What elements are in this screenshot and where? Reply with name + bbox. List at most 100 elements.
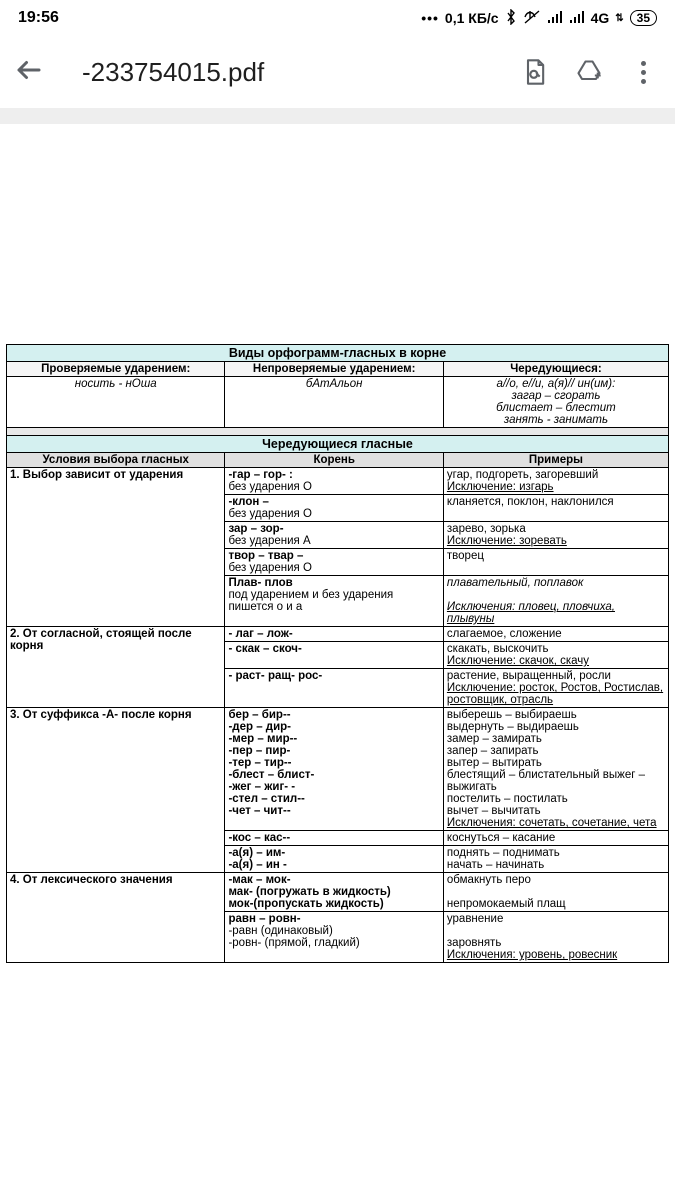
battery-level: 35 [630,10,657,26]
txt: Исключение: росток, Ростов, Ростислав, р… [447,682,663,706]
status-time: 19:56 [18,9,59,27]
txt: мок-(пропускать жидкость) [228,898,383,910]
txt: -пер – пир- [228,745,290,757]
col-h2a: Условия выбора гласных [7,453,225,468]
back-button[interactable] [14,55,44,90]
txt: а//о, е//и, а(я)// ин(им): [497,378,616,390]
cell: - раст- ращ- рос- [225,669,443,708]
txt: Исключение: зоревать [447,535,567,547]
col-h2c: Примеры [443,453,668,468]
txt: Исключения: уровень, ровесник [447,949,617,961]
cell: коснуться – касание [443,831,668,846]
txt: -тер – тир-- [228,757,291,769]
txt: Плав- плов [228,577,292,589]
cell: а//о, е//и, а(я)// ин(им): загар – сгора… [443,377,668,428]
txt: -гар – гор- : [228,469,292,481]
txt: растение, выращенный, росли [447,670,611,682]
txt: выдернуть – выдираешь [447,721,579,733]
txt: выберешь – выбираешь [447,709,577,721]
txt: равн – ровн- [228,913,300,925]
txt: уравнение [447,913,503,925]
txt: мак- (погружать в жидкость) [228,886,390,898]
txt: -дер – дир- [228,721,291,733]
txt: без ударения А [228,535,310,547]
txt: блестящий – блистательный выжег – выжига… [447,769,645,793]
cond2: 2. От согласной, стоящей после корня [7,627,225,708]
cell: творец [443,549,668,576]
txt: непромокаемый плащ [447,898,566,910]
cell: -клон –без ударения О [225,495,443,522]
cell: зарево, зорькаИсключение: зоревать [443,522,668,549]
table1-title: Виды орфограмм-гласных в корне [7,345,669,362]
cell: -гар – гор- :без ударения О [225,468,443,495]
txt: бер – бир-- [228,709,290,721]
cell: обмакнуть перо непромокаемый плащ [443,873,668,912]
txt: без ударения О [228,481,311,493]
txt: без ударения О [228,508,311,520]
cell: бАтАльон [225,377,443,428]
txt: Исключение: изгарь [447,481,554,493]
txt: -а(я) – ин - [228,859,286,871]
txt: занять - занимать [504,414,608,426]
cell: -мак – мок-мак- (погружать в жидкость)мо… [225,873,443,912]
txt: постелить – постилать [447,793,568,805]
more-menu-button[interactable] [625,54,661,90]
cell: Плав- пловпод ударением и без ударенияпи… [225,576,443,627]
status-bar: 19:56 ••• 0,1 КБ/с 4G ⇅ 35 [0,0,675,36]
txt: начать – начинать [447,859,544,871]
add-to-drive-button[interactable] [571,54,607,90]
time-text: 19:56 [18,9,59,27]
txt: -равн (одинаковый) [228,925,332,937]
txt: -мак – мок- [228,874,290,886]
txt: -клон – [228,496,268,508]
txt: -мер – мир-- [228,733,297,745]
txt: вычет – вычитать [447,805,541,817]
txt: обмакнуть перо [447,874,531,886]
network-text: 4G [591,10,610,26]
cell: носить - нОша [7,377,225,428]
txt: под ударением и без ударения [228,589,393,601]
txt: пишется о и а [228,601,302,613]
cond1: 1. Выбор зависит от ударения [7,468,225,627]
cell: -а(я) – им--а(я) – ин - [225,846,443,873]
txt: плавательный, поплавок [447,577,584,589]
txt: -стел – стил-- [228,793,304,805]
more-dots-icon: ••• [421,10,439,26]
cell: плавательный, поплавок Исключения: пловец… [443,576,668,627]
cell: слагаемое, сложение [443,627,668,642]
mute-icon [523,9,541,28]
signal-icon-1 [547,10,563,27]
txt: -блест – блист- [228,769,314,781]
txt: Исключения: пловец, пловчиха, плывуны [447,601,615,625]
txt: загар – сгорать [512,390,601,402]
cell: бер – бир-- -дер – дир- -мер – мир-- -пе… [225,708,443,831]
cell: - скак – скоч- [225,642,443,669]
txt: блистает – блестит [496,402,616,414]
cell: твор – твар –без ударения О [225,549,443,576]
cell: скакать, выскочитьИсключение: скачок, ск… [443,642,668,669]
cond4: 4. От лексического значения [7,873,225,963]
find-in-page-button[interactable] [517,54,553,90]
document-viewport[interactable]: Виды орфограмм-гласных в корне Проверяем… [0,124,675,1200]
cell: угар, подгореть, загоревшийИсключение: и… [443,468,668,495]
cell: поднять – подниматьначать – начинать [443,846,668,873]
cell: уравнение заровнятьИсключения: уровень, р… [443,912,668,963]
col-h2b: Корень [225,453,443,468]
status-right: ••• 0,1 КБ/с 4G ⇅ 35 [421,9,657,28]
txt: заровнять [447,937,501,949]
txt: вытер – вытирать [447,757,542,769]
txt: зар – зор- [228,523,283,535]
txt: замер – замирать [447,733,542,745]
col-h1c: Чередующиеся: [443,362,668,377]
cond3: 3. От суффикса -А- после корня [7,708,225,873]
document-title: -233754015.pdf [62,57,499,88]
txt: -ровн- (прямой, гладкий) [228,937,359,949]
txt: -жег – жиг- - [228,781,295,793]
txt: поднять – поднимать [447,847,560,859]
bluetooth-icon [505,9,517,28]
col-h1a: Проверяемые ударением: [7,362,225,377]
txt: Исключения: сочетать, сочетание, чета [447,817,657,829]
cell: выберешь – выбираешь выдернуть – выдирае… [443,708,668,831]
content-separator [0,108,675,124]
table-1: Виды орфограмм-гласных в корне Проверяем… [6,344,669,963]
